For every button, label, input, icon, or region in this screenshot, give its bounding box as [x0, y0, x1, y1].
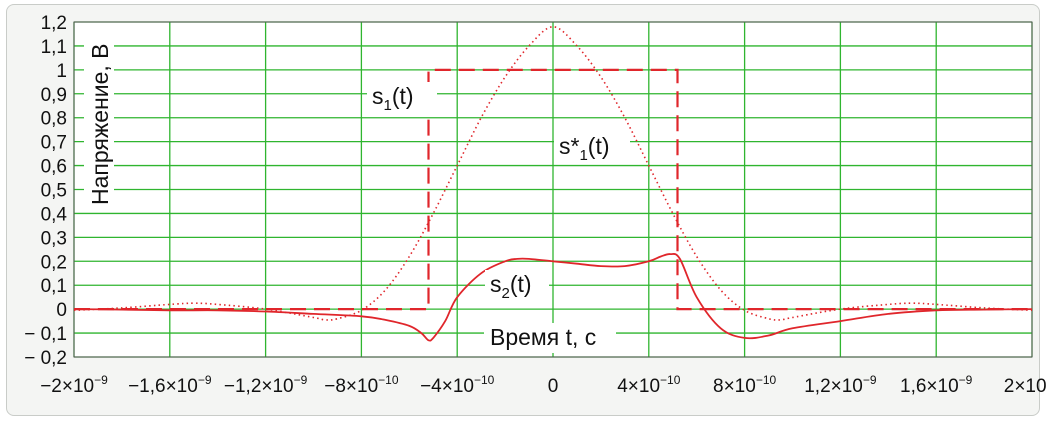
annotation-bg — [367, 82, 437, 114]
y-tick-label: 0,9 — [41, 85, 67, 106]
x-tick-label: 1,6×10−9 — [900, 373, 973, 397]
x-tick-label: −1,2×10−9 — [224, 373, 308, 397]
y-tick-label: 0,1 — [41, 276, 67, 297]
y-tick-label: 1 — [56, 61, 67, 82]
x-tick-label: −2×10−9 — [40, 373, 108, 397]
series-annotation: s1(t) — [372, 83, 414, 114]
y-tick-label: 0,5 — [41, 181, 67, 202]
y-axis-label-group: Напряжение, В — [84, 38, 114, 210]
y-axis-label: Напряжение, В — [87, 44, 113, 205]
y-tick-labels: 1,2 1,1 1 0,9 0,8 0,7 0,6 0,50,4 0,3 0,2 0,1 0 − 0,1… — [24, 13, 67, 369]
y-tick-label: 0,7 — [41, 133, 67, 154]
y-tick-label: 0,6 — [41, 157, 67, 178]
series-line-3 — [73, 252, 1033, 342]
series-annotation: s*1(t) — [559, 133, 610, 164]
series-layer — [73, 25, 1033, 342]
x-tick-labels: −2×10−9 −1,6×10−9 −1,2×10−9 −8×10−10 −4×10−1… — [40, 373, 1046, 397]
x-axis-label: Время t, с — [490, 324, 596, 350]
x-tick-label: 8×10−10 — [713, 373, 776, 397]
x-tick-label: −1,6×10−9 — [128, 373, 212, 397]
x-tick-label: −8×10−10 — [324, 373, 399, 397]
annotation-bg — [485, 270, 549, 302]
annotations: s1(t) s*1(t) s2(t) — [367, 82, 630, 302]
x-axis-label-group: Время t, с — [484, 323, 616, 353]
annotation-bg — [554, 132, 630, 164]
series-line-1 — [74, 68, 1032, 311]
x-tick-label: −4×10−10 — [420, 373, 495, 397]
x-tick-label: 0 — [548, 376, 559, 397]
y-tick-label: 1,1 — [41, 37, 67, 58]
y-tick-label: − 0,1 — [24, 324, 67, 345]
grid-lines — [73, 21, 1033, 358]
y-tick-label: − 0,2 — [24, 348, 67, 369]
x-tick-label: 1,2×10−9 — [804, 373, 877, 397]
x-tick-label: 4×10−10 — [617, 373, 680, 397]
y-tick-label: 0 — [56, 300, 67, 321]
y-tick-label: 0,2 — [41, 252, 67, 273]
y-tick-label: 0,3 — [41, 228, 67, 249]
y-tick-label: 1,2 — [41, 13, 67, 34]
plot-border — [73, 21, 1033, 358]
y-tick-label: 0,4 — [41, 204, 68, 225]
series-annotation: s2(t) — [490, 271, 532, 302]
x-tick-label: 2×10−9 — [1004, 373, 1046, 397]
y-tick-label: 0,8 — [41, 109, 67, 130]
